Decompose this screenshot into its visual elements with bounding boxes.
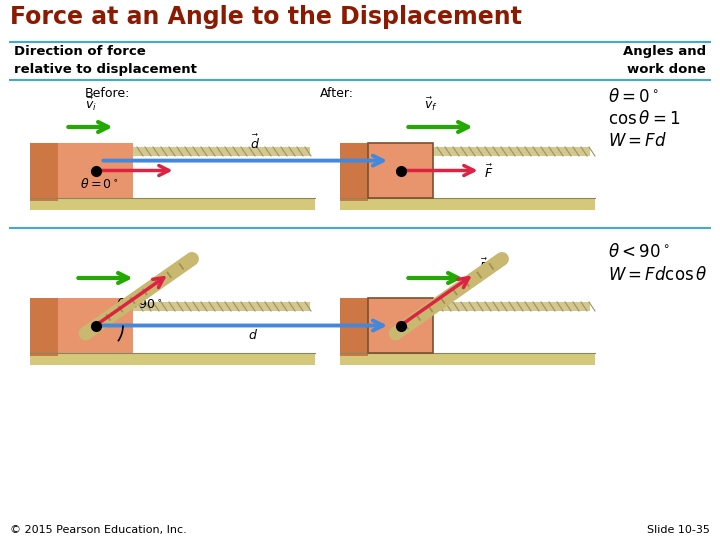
Bar bbox=[340, 198, 595, 210]
Text: Before:: Before: bbox=[85, 87, 130, 100]
Text: $\theta = 0^\circ$: $\theta = 0^\circ$ bbox=[81, 178, 120, 192]
Bar bbox=[133, 147, 310, 156]
Text: Force at an Angle to the Displacement: Force at an Angle to the Displacement bbox=[10, 5, 522, 29]
Text: $\vec{v}_f$: $\vec{v}_f$ bbox=[423, 96, 437, 113]
Bar bbox=[433, 147, 590, 156]
Text: $\vec{v}_i$: $\vec{v}_i$ bbox=[84, 96, 96, 113]
Bar bbox=[30, 298, 58, 356]
Bar bbox=[340, 353, 595, 365]
Bar bbox=[30, 353, 315, 365]
Text: © 2015 Pearson Education, Inc.: © 2015 Pearson Education, Inc. bbox=[10, 525, 186, 535]
Bar bbox=[368, 298, 433, 353]
Bar bbox=[58, 143, 133, 198]
Text: $W = Fd$: $W = Fd$ bbox=[608, 132, 667, 150]
Text: Angles and
work done: Angles and work done bbox=[623, 45, 706, 76]
Bar bbox=[58, 298, 133, 353]
Text: $\vec{d}$: $\vec{d}$ bbox=[251, 133, 260, 152]
Bar bbox=[368, 143, 433, 198]
Text: Slide 10-35: Slide 10-35 bbox=[647, 525, 710, 535]
Bar bbox=[30, 198, 315, 210]
Bar bbox=[368, 143, 433, 198]
Bar bbox=[133, 302, 310, 311]
Text: $\vec{F}$: $\vec{F}$ bbox=[480, 258, 489, 275]
Text: Direction of force
relative to displacement: Direction of force relative to displacem… bbox=[14, 45, 197, 76]
Bar bbox=[340, 298, 368, 356]
Text: $\theta < 90^\circ$: $\theta < 90^\circ$ bbox=[608, 243, 670, 261]
Text: $\theta = 0^\circ$: $\theta = 0^\circ$ bbox=[608, 88, 659, 106]
Bar bbox=[433, 302, 590, 311]
Bar bbox=[368, 298, 433, 353]
Text: $\vec{d}$: $\vec{d}$ bbox=[248, 324, 258, 342]
Text: $\theta < 90^\circ$: $\theta < 90^\circ$ bbox=[115, 296, 162, 310]
Bar bbox=[30, 143, 58, 201]
Text: After:: After: bbox=[320, 87, 354, 100]
Bar bbox=[340, 143, 368, 201]
Text: $W = Fd\cos\theta$: $W = Fd\cos\theta$ bbox=[608, 266, 708, 284]
Text: $\cos\theta = 1$: $\cos\theta = 1$ bbox=[608, 110, 680, 128]
Text: $\vec{F}$: $\vec{F}$ bbox=[484, 164, 493, 181]
